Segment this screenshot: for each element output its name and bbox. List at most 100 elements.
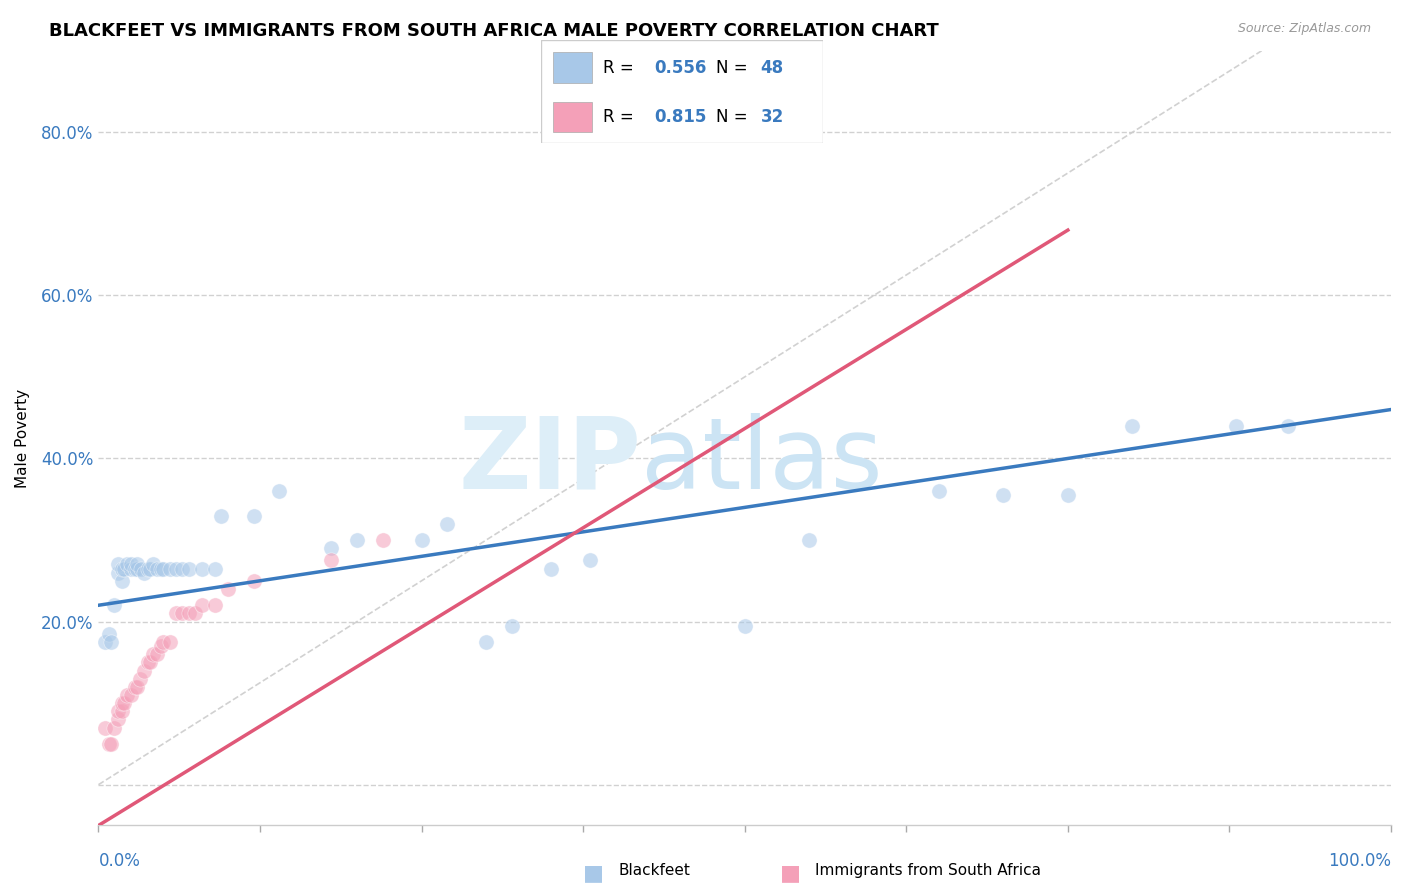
FancyBboxPatch shape bbox=[541, 40, 823, 143]
Point bbox=[115, 558, 138, 572]
Point bbox=[142, 558, 165, 572]
Point bbox=[115, 688, 138, 702]
Point bbox=[242, 508, 264, 523]
Point bbox=[103, 599, 125, 613]
Point bbox=[578, 553, 600, 567]
Point bbox=[120, 561, 142, 575]
Point bbox=[159, 561, 181, 575]
Point bbox=[120, 558, 142, 572]
Point bbox=[127, 558, 149, 572]
Point bbox=[127, 561, 149, 575]
Point bbox=[209, 508, 232, 523]
Text: Source: ZipAtlas.com: Source: ZipAtlas.com bbox=[1237, 22, 1371, 36]
Point bbox=[204, 561, 226, 575]
Point bbox=[191, 599, 214, 613]
Text: ■: ■ bbox=[583, 863, 605, 883]
Point bbox=[172, 607, 194, 621]
Point bbox=[191, 561, 214, 575]
Point bbox=[129, 561, 152, 575]
Point bbox=[799, 533, 821, 547]
Text: R =: R = bbox=[603, 59, 640, 77]
Point bbox=[142, 647, 165, 661]
Text: ■: ■ bbox=[780, 863, 801, 883]
Point bbox=[177, 607, 200, 621]
Point bbox=[1225, 418, 1247, 433]
Text: 48: 48 bbox=[761, 59, 783, 77]
Text: 0.815: 0.815 bbox=[654, 108, 706, 126]
Point bbox=[111, 561, 134, 575]
Text: R =: R = bbox=[603, 108, 640, 126]
Point bbox=[734, 618, 756, 632]
Point bbox=[94, 635, 117, 649]
Point bbox=[111, 696, 134, 710]
Point bbox=[97, 627, 120, 641]
Point bbox=[132, 664, 155, 678]
Text: N =: N = bbox=[716, 59, 752, 77]
Text: N =: N = bbox=[716, 108, 752, 126]
Point bbox=[112, 696, 135, 710]
Point bbox=[1277, 418, 1299, 433]
Point bbox=[111, 704, 134, 718]
Point bbox=[100, 635, 122, 649]
Point bbox=[540, 561, 562, 575]
Text: 0.556: 0.556 bbox=[654, 59, 706, 77]
Point bbox=[120, 688, 142, 702]
Point bbox=[124, 561, 146, 575]
Point bbox=[124, 680, 146, 694]
Text: ZIP: ZIP bbox=[458, 413, 641, 510]
Point bbox=[204, 599, 226, 613]
Point bbox=[132, 566, 155, 580]
Point bbox=[94, 721, 117, 735]
Point bbox=[127, 680, 149, 694]
Text: Blackfeet: Blackfeet bbox=[619, 863, 690, 878]
Point bbox=[136, 561, 159, 575]
Text: BLACKFEET VS IMMIGRANTS FROM SOUTH AFRICA MALE POVERTY CORRELATION CHART: BLACKFEET VS IMMIGRANTS FROM SOUTH AFRIC… bbox=[49, 22, 939, 40]
Point bbox=[475, 635, 498, 649]
Text: 32: 32 bbox=[761, 108, 785, 126]
Point bbox=[107, 704, 129, 718]
Point bbox=[1057, 488, 1080, 502]
Point bbox=[165, 607, 187, 621]
Point bbox=[145, 647, 167, 661]
Point bbox=[436, 516, 458, 531]
Point bbox=[111, 574, 134, 588]
FancyBboxPatch shape bbox=[553, 102, 592, 132]
Point bbox=[128, 672, 150, 686]
Point bbox=[97, 737, 120, 751]
Point bbox=[269, 484, 291, 499]
Point bbox=[346, 533, 368, 547]
Point bbox=[159, 635, 181, 649]
Point bbox=[1121, 418, 1143, 433]
Point bbox=[993, 488, 1015, 502]
Point bbox=[501, 618, 523, 632]
Point bbox=[100, 737, 122, 751]
Y-axis label: Male Poverty: Male Poverty bbox=[15, 389, 30, 488]
Point bbox=[411, 533, 433, 547]
Text: 0.0%: 0.0% bbox=[98, 852, 141, 871]
Point bbox=[184, 607, 207, 621]
Point bbox=[149, 561, 172, 575]
Point bbox=[112, 561, 135, 575]
Point bbox=[321, 541, 343, 556]
Point bbox=[928, 484, 950, 499]
Point bbox=[139, 656, 162, 670]
Point bbox=[165, 561, 187, 575]
Point bbox=[107, 566, 129, 580]
Point bbox=[107, 558, 129, 572]
Point bbox=[152, 561, 174, 575]
Text: atlas: atlas bbox=[641, 413, 883, 510]
Point bbox=[242, 574, 264, 588]
FancyBboxPatch shape bbox=[553, 53, 592, 83]
Point bbox=[217, 582, 239, 596]
Point bbox=[172, 561, 194, 575]
Point bbox=[371, 533, 394, 547]
Point bbox=[149, 639, 172, 653]
Point bbox=[177, 561, 200, 575]
Point bbox=[103, 721, 125, 735]
Point bbox=[152, 635, 174, 649]
Point bbox=[139, 561, 162, 575]
Text: 100.0%: 100.0% bbox=[1329, 852, 1391, 871]
Point bbox=[145, 561, 167, 575]
Text: Immigrants from South Africa: Immigrants from South Africa bbox=[815, 863, 1040, 878]
Point bbox=[107, 713, 129, 727]
